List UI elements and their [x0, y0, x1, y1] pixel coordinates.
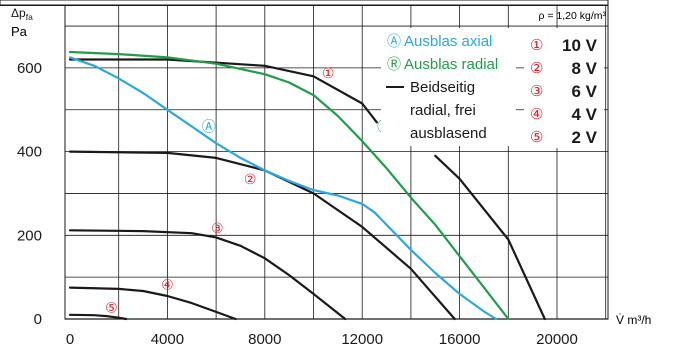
y-tick-label: 200 [17, 227, 42, 244]
density-note: ρ = 1,20 kg/m³ [538, 10, 606, 22]
y-tick-label: 600 [17, 60, 42, 77]
legend-free-label-1: Beidseitig [410, 79, 475, 96]
x-axis-title: V̇ m³/h [616, 313, 651, 327]
curve-marker: ④ [161, 278, 174, 294]
x-tick-label: 16000 [439, 331, 481, 348]
curve-axial [68, 56, 498, 321]
legend-voltages: ① 10 V ② 8 V ③ 6 V ④ 4 V ⑤ 2 V [524, 28, 604, 148]
legend-10v-label: 10 V [562, 36, 598, 55]
legend-6v-symbol: ③ [530, 83, 543, 100]
curve-free [68, 313, 128, 321]
y-axis-unit: Pa [11, 24, 28, 39]
legend-10v-symbol: ① [530, 37, 543, 54]
y-axis-title: Δpfa [11, 6, 33, 22]
curve-free [68, 229, 347, 321]
y-tick-label: 400 [17, 144, 42, 161]
legend-4v-label: 4 V [571, 105, 597, 124]
curve-marker: ① [322, 66, 335, 82]
x-tick-label: 8000 [248, 331, 281, 348]
legend-modes: Ⓐ Ausblas axial Ⓡ Ausblas radial Beidsei… [381, 28, 516, 146]
curve-marker: Ⓐ [202, 119, 216, 135]
curve-radial [68, 50, 510, 321]
legend-radial-label: Ausblas radial [404, 56, 498, 73]
legend-axial-label: Ausblas axial [404, 33, 492, 50]
legend-6v-label: 6 V [571, 82, 597, 101]
curve-free [68, 58, 378, 124]
tick-labels: 0 4000 8000 12000 16000 20000 0 200 400 600 [17, 60, 578, 348]
x-tick-label: 0 [66, 331, 74, 348]
legend-axial-symbol: Ⓐ [387, 33, 401, 49]
legend-radial-symbol: Ⓡ [387, 56, 401, 72]
y-tick-label: 0 [34, 311, 42, 328]
legend-2v-symbol: ⑤ [530, 129, 543, 146]
legend-4v-symbol: ④ [530, 106, 543, 123]
legend-voltage-background [524, 28, 604, 148]
legend-8v-label: 8 V [571, 59, 597, 78]
x-tick-label: 20000 [536, 331, 578, 348]
curve-marker: ⑤ [105, 300, 118, 316]
x-tick-label: 4000 [151, 331, 184, 348]
legend-free-label-2: radial, frei [410, 102, 476, 119]
y-axis-title-sub: fa [26, 12, 33, 22]
legend-free-label-3: ausblasend [410, 125, 487, 142]
curves [68, 50, 546, 321]
y-axis-title-main: Δp [11, 6, 26, 20]
curve-free [434, 154, 546, 321]
curve-markers: ①②③④⑤ⒶⓇ [105, 66, 391, 316]
curve-marker: ② [244, 172, 257, 188]
curve-marker: ③ [211, 221, 224, 237]
curve-free [68, 286, 237, 321]
legend-8v-symbol: ② [530, 60, 543, 77]
x-tick-label: 12000 [341, 331, 383, 348]
legend-2v-label: 2 V [571, 128, 597, 147]
